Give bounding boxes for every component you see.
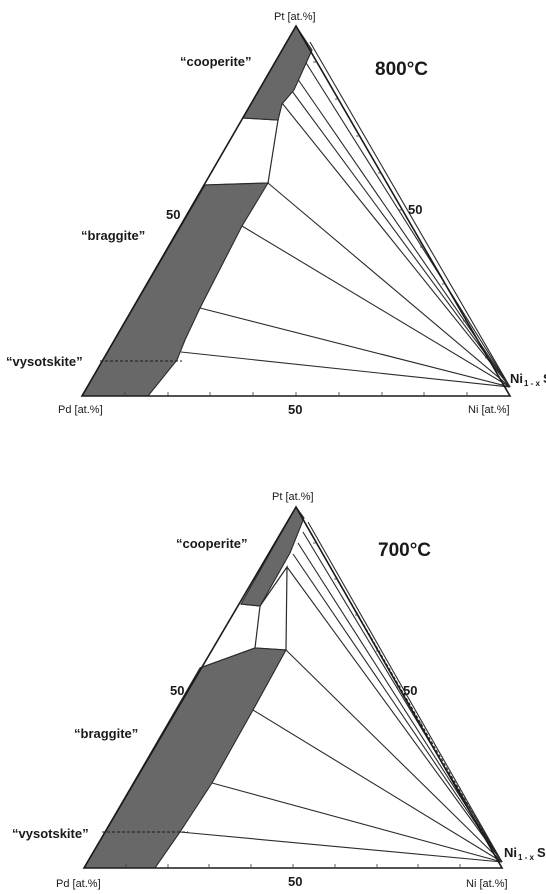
vertex-pt-label-800: Pt [at.%] xyxy=(274,11,316,23)
diagram-700: Pt [at.%] Pd [at.%] Ni [at.%] 50 50 50 “… xyxy=(12,491,546,890)
vertex-pd-label-800: Pd [at.%] xyxy=(58,404,103,416)
fifty-bottom-label-700: 50 xyxy=(288,874,302,889)
braggite-field-700 xyxy=(83,647,287,869)
temperature-label-800: 800°C xyxy=(375,59,428,80)
nis-label-800: Ni1 - xS xyxy=(510,371,546,388)
vertex-pt-label-700: Pt [at.%] xyxy=(272,491,314,503)
vysotskite-label-800: “vysotskite” xyxy=(6,354,83,369)
vertex-ni-label-700: Ni [at.%] xyxy=(466,878,508,890)
ticks-right-700 xyxy=(313,542,485,832)
fifty-right-label-700: 50 xyxy=(403,683,417,698)
vertex-ni-label-800: Ni [at.%] xyxy=(468,404,510,416)
fifty-bottom-label-800: 50 xyxy=(288,402,302,417)
cooperite-label-800: “cooperite” xyxy=(180,54,252,69)
diagram-800: Pt [at.%] Pd [at.%] Ni [at.%] 50 50 50 “… xyxy=(6,11,546,417)
braggite-label-700: “braggite” xyxy=(74,726,138,741)
tie-lines-800 xyxy=(180,41,511,388)
cooperite-field-700 xyxy=(240,505,305,607)
vysotskite-label-700: “vysotskite” xyxy=(12,826,89,841)
ticks-bottom-700 xyxy=(125,864,461,868)
cooperite-label-700: “cooperite” xyxy=(176,536,248,551)
cooperite-field-800 xyxy=(242,24,313,121)
fifty-right-label-800: 50 xyxy=(408,202,422,217)
braggite-label-800: “braggite” xyxy=(81,228,145,243)
fifty-left-label-800: 50 xyxy=(166,207,180,222)
tie-lines-700 xyxy=(179,521,503,863)
vertex-pd-label-700: Pd [at.%] xyxy=(56,878,101,890)
ticks-right-800 xyxy=(313,61,489,359)
fifty-left-label-700: 50 xyxy=(170,683,184,698)
boundary-cooperite-braggite-800 xyxy=(204,117,279,186)
temperature-label-700: 700°C xyxy=(378,540,431,561)
right-edge-dash-700 xyxy=(305,524,498,856)
ticks-bottom-800 xyxy=(124,392,468,396)
